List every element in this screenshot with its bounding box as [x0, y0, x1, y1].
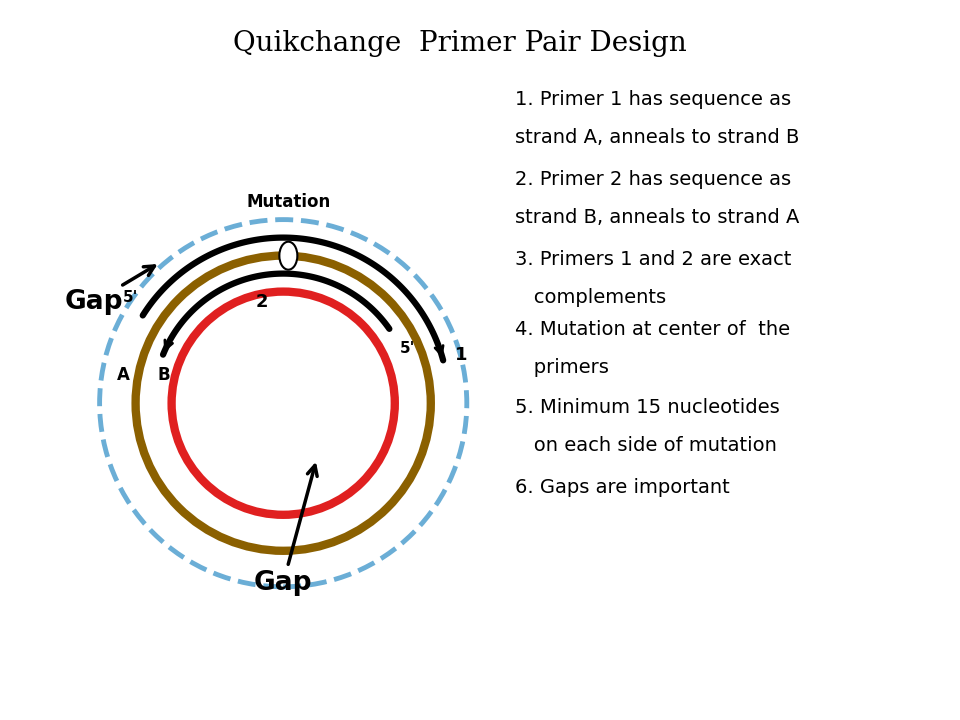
Text: 2. Primer 2 has sequence as: 2. Primer 2 has sequence as	[515, 170, 791, 189]
Text: strand B, anneals to strand A: strand B, anneals to strand A	[515, 208, 800, 227]
Text: 4. Mutation at center of  the: 4. Mutation at center of the	[515, 320, 790, 339]
Text: Mutation: Mutation	[246, 192, 330, 210]
Text: 3. Primers 1 and 2 are exact: 3. Primers 1 and 2 are exact	[515, 250, 791, 269]
Text: A: A	[117, 366, 130, 384]
Text: 5': 5'	[399, 341, 415, 356]
Text: 1: 1	[455, 346, 468, 364]
Text: 5. Minimum 15 nucleotides: 5. Minimum 15 nucleotides	[515, 398, 780, 417]
Text: Gap: Gap	[254, 465, 317, 596]
Text: 1. Primer 1 has sequence as: 1. Primer 1 has sequence as	[515, 90, 791, 109]
Text: strand A, anneals to strand B: strand A, anneals to strand B	[515, 128, 800, 147]
Text: B: B	[157, 366, 170, 384]
Text: primers: primers	[515, 358, 609, 377]
Text: Gap: Gap	[64, 266, 155, 315]
Text: 2: 2	[256, 292, 269, 310]
Text: on each side of mutation: on each side of mutation	[515, 436, 777, 455]
Text: complements: complements	[515, 288, 666, 307]
Text: 6. Gaps are important: 6. Gaps are important	[515, 478, 730, 497]
Text: 5': 5'	[122, 290, 138, 305]
Ellipse shape	[279, 242, 298, 270]
Text: Quikchange  Primer Pair Design: Quikchange Primer Pair Design	[233, 30, 686, 57]
